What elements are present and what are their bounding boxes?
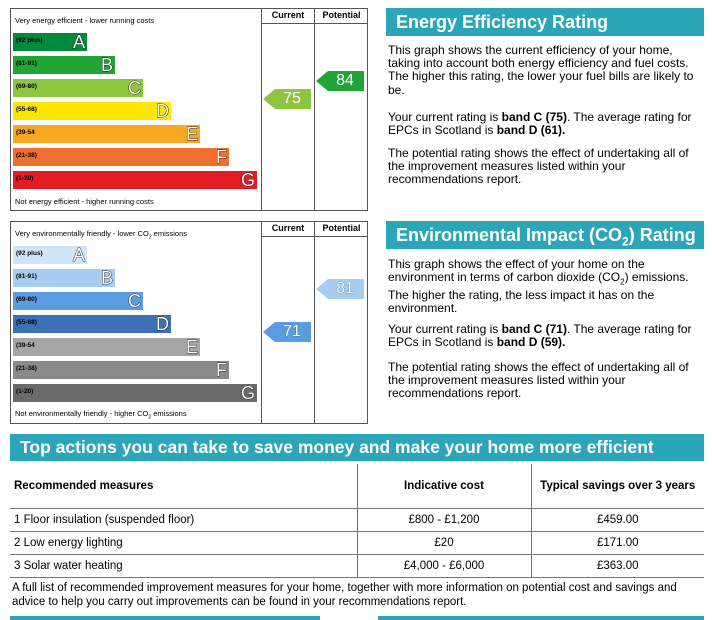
band-range-label: (55-68) bbox=[16, 106, 37, 113]
eer-potential-text: The potential rating shows the effect of… bbox=[388, 146, 689, 187]
band-letter: G bbox=[240, 170, 256, 191]
rating-band-d: (55-68) D bbox=[13, 101, 171, 122]
rating-band-e: (39-54 E bbox=[13, 124, 200, 145]
eer-current-rating-text: Your current rating is band C (75). The … bbox=[388, 110, 692, 138]
top-caption: Very energy efficient - lower running co… bbox=[15, 16, 155, 25]
band-range-label: (69-80) bbox=[16, 83, 37, 90]
cost-cell: £20 bbox=[356, 531, 531, 555]
band-letter: B bbox=[100, 268, 114, 289]
band-letter: F bbox=[216, 147, 228, 168]
band-letter: A bbox=[72, 32, 86, 53]
band-range-label: (92 plus) bbox=[16, 37, 43, 44]
measure-cell: 3 Solar water heating bbox=[10, 554, 357, 578]
environmental-impact-chart: Current Potential Very environmentally f… bbox=[10, 221, 368, 424]
divider bbox=[314, 222, 315, 423]
measure-cell: 2 Low energy lighting bbox=[10, 531, 357, 555]
bottom-caption: Not energy efficient - higher running co… bbox=[15, 197, 154, 206]
table-row: 2 Low energy lighting £20 £171.00 bbox=[10, 531, 704, 555]
band-letter: E bbox=[185, 337, 199, 358]
rating-band-b: (81-91) B bbox=[13, 268, 115, 289]
current-column-header: Current bbox=[271, 10, 305, 20]
divider bbox=[314, 9, 315, 210]
rating-band-f: (21-38) F bbox=[13, 147, 229, 168]
current-rating-value: 71 bbox=[283, 323, 301, 341]
potential-rating-arrow: 81 bbox=[316, 279, 364, 299]
rating-band-g: (1-20) G bbox=[13, 170, 257, 191]
band-range-label: (39-54 bbox=[16, 342, 35, 349]
top-actions-title: Top actions you can take to save money a… bbox=[10, 434, 704, 461]
table-row: 3 Solar water heating £4,000 - £6,000 £3… bbox=[10, 554, 704, 578]
environmental-impact-title: Environmental Impact (CO2) Rating bbox=[386, 221, 704, 249]
current-column-header: Current bbox=[271, 223, 305, 233]
divider bbox=[261, 236, 367, 237]
rating-band-c: (69-80) C bbox=[13, 291, 143, 312]
cost-cell: £4,000 - £6,000 bbox=[356, 554, 531, 578]
rating-band-b: (81-91) B bbox=[13, 55, 115, 76]
band-letter: E bbox=[185, 124, 199, 145]
top-caption: Very environmentally friendly - lower CO… bbox=[15, 229, 188, 241]
band-range-label: (1-20) bbox=[16, 388, 34, 395]
bottom-caption: Not environmentally friendly - higher CO… bbox=[15, 409, 187, 421]
measure-cell: 1 Floor insulation (suspended floor) bbox=[10, 508, 357, 532]
energy-efficiency-title: Energy Efficiency Rating bbox=[386, 8, 704, 36]
band-letter: F bbox=[216, 360, 228, 381]
band-letter: A bbox=[72, 245, 86, 266]
band-range-label: (81-91) bbox=[16, 273, 37, 280]
band-range-label: (39-54 bbox=[16, 129, 35, 136]
potential-rating-value: 81 bbox=[336, 280, 354, 298]
divider bbox=[261, 9, 262, 210]
section-bar bbox=[378, 616, 704, 620]
band-letter: C bbox=[128, 291, 142, 312]
recommended-measures-table: Recommended measures Indicative cost Typ… bbox=[10, 464, 704, 578]
header-measures: Recommended measures bbox=[14, 480, 154, 492]
rating-band-g: (1-20) G bbox=[13, 383, 257, 404]
section-bar bbox=[10, 616, 320, 620]
potential-rating-value: 84 bbox=[336, 72, 354, 89]
potential-column-header: Potential bbox=[322, 10, 361, 20]
eir-potential-text: The potential rating shows the effect of… bbox=[388, 360, 689, 401]
band-range-label: (92 plus) bbox=[16, 250, 43, 257]
rating-band-f: (21-38) F bbox=[13, 360, 229, 381]
rating-band-d: (55-68) D bbox=[13, 314, 171, 335]
eir-description: This graph shows the effect of your home… bbox=[388, 257, 689, 315]
band-letter: D bbox=[156, 314, 170, 335]
band-range-label: (69-80) bbox=[16, 296, 37, 303]
eir-current-rating-text: Your current rating is band C (71). The … bbox=[388, 322, 692, 350]
band-range-label: (21-38) bbox=[16, 152, 37, 159]
table-header-row: Recommended measures Indicative cost Typ… bbox=[10, 464, 704, 509]
band-range-label: (1-20) bbox=[16, 175, 34, 182]
band-range-label: (81-91) bbox=[16, 60, 37, 67]
cost-cell: £800 - £1,200 bbox=[356, 508, 531, 532]
rating-band-c: (69-80) C bbox=[13, 78, 143, 99]
potential-rating-arrow: 84 bbox=[316, 71, 364, 91]
savings-cell: £459.00 bbox=[530, 508, 704, 532]
band-letter: G bbox=[240, 383, 256, 404]
header-savings: Typical savings over 3 years bbox=[530, 464, 704, 509]
current-rating-arrow: 71 bbox=[263, 322, 311, 342]
potential-column-header: Potential bbox=[322, 223, 361, 233]
rating-band-e: (39-54 E bbox=[13, 337, 200, 358]
band-letter: C bbox=[128, 78, 142, 99]
recommendations-footnote: A full list of recommended improvement m… bbox=[12, 582, 677, 608]
eer-description: This graph shows the current efficiency … bbox=[388, 43, 694, 97]
savings-cell: £363.00 bbox=[530, 554, 704, 578]
table-row: 1 Floor insulation (suspended floor) £80… bbox=[10, 508, 704, 532]
divider bbox=[261, 222, 262, 423]
rating-band-a: (92 plus) A bbox=[13, 245, 87, 266]
band-range-label: (21-38) bbox=[16, 365, 37, 372]
header-cost: Indicative cost bbox=[356, 464, 531, 509]
rating-band-a: (92 plus) A bbox=[13, 32, 87, 53]
band-range-label: (55-68) bbox=[16, 319, 37, 326]
current-rating-value: 75 bbox=[283, 90, 301, 107]
divider bbox=[261, 23, 367, 24]
current-rating-arrow: 75 bbox=[263, 89, 311, 109]
energy-efficiency-chart: Current Potential Very energy efficient … bbox=[10, 8, 368, 211]
band-letter: D bbox=[156, 101, 170, 122]
band-letter: B bbox=[100, 55, 114, 76]
savings-cell: £171.00 bbox=[530, 531, 704, 555]
